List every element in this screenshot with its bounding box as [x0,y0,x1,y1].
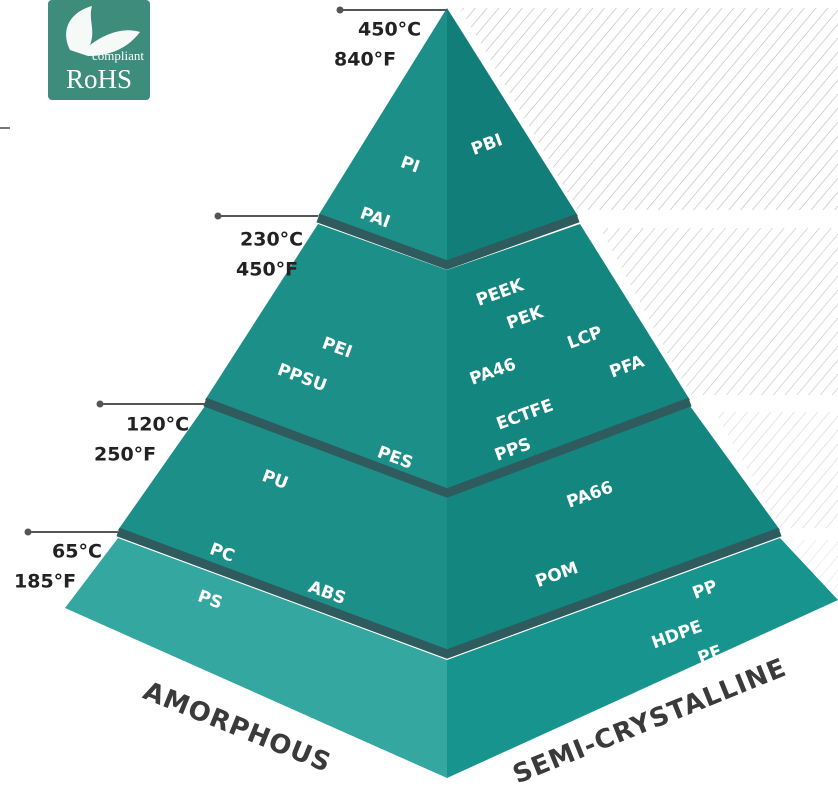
temp-fahrenheit: 185°F [14,571,76,593]
leader-dot [97,401,104,408]
temp-fahrenheit: 450°F [236,259,298,281]
temp-fahrenheit: 840°F [334,49,396,71]
temp-celsius: 120°C [126,414,189,436]
badge-subtitle: compliant [92,48,144,63]
temp-celsius: 230°C [240,229,303,251]
temp-celsius: 65°C [52,541,102,563]
leader-dot [25,529,32,536]
leader-dot [215,213,222,220]
badge-title: RoHS [66,64,132,94]
leader-dot [337,7,344,14]
temp-fahrenheit: 250°F [94,444,156,466]
pyramid-diagram: compliant RoHS 450°C 840°F 230°C 450°F 120°C… [0,0,838,804]
rohs-badge: compliant RoHS [48,0,150,100]
temp-celsius: 450°C [358,19,421,41]
